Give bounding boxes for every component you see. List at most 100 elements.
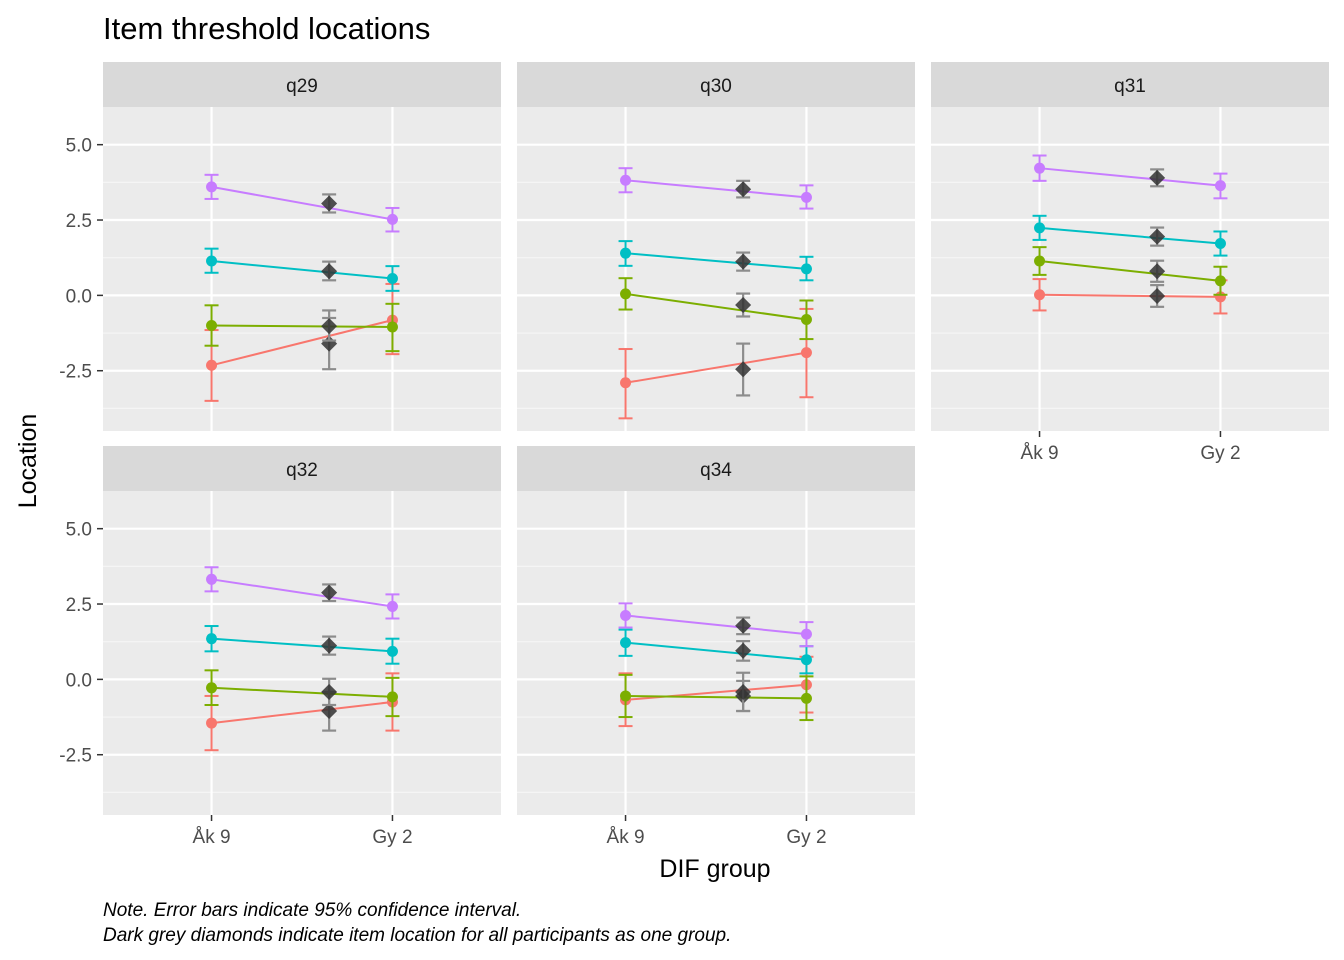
x-tick-label: Åk 9 — [607, 827, 645, 848]
panel-background — [517, 107, 915, 431]
threshold-line — [211, 185, 393, 221]
overall-diamond — [321, 684, 338, 701]
y-tick-label: 2.5 — [66, 211, 92, 232]
panel-background — [517, 491, 915, 815]
caption-line-1: Note. Error bars indicate 95% confidence… — [103, 900, 521, 921]
threshold-point — [800, 692, 812, 704]
chart-title: Item threshold locations — [103, 11, 430, 46]
overall-diamond — [321, 263, 338, 280]
threshold-point — [620, 288, 632, 300]
strip-q29 — [103, 62, 501, 107]
threshold-point — [1034, 255, 1046, 267]
strip-label-q32: q32 — [286, 460, 318, 481]
overall-diamond — [735, 253, 752, 270]
threshold-point — [386, 600, 398, 612]
overall-diamond — [735, 642, 752, 659]
facet-panels: q29 5.0 2.5 0.0 -2.5 q30 q31 Åk 9 Gy 2 q32 5.0 2.5 0… — [59, 62, 1329, 848]
y-tick-label: 2.5 — [66, 595, 92, 616]
panel-q34: q34 Åk 9 Gy 2 — [517, 446, 915, 848]
panel-q31: q31 Åk 9 Gy 2 — [931, 62, 1329, 464]
x-axis-title: DIF group — [659, 855, 770, 883]
overall-diamond — [321, 318, 338, 335]
threshold-point — [1034, 162, 1046, 174]
threshold-line — [625, 351, 807, 384]
overall-diamond — [1149, 263, 1166, 280]
overall-diamond — [735, 297, 752, 314]
panel-background — [931, 107, 1329, 431]
threshold-point — [620, 174, 632, 186]
threshold-point — [206, 320, 218, 332]
panel-q30: q30 — [517, 62, 915, 431]
threshold-point — [800, 191, 812, 203]
threshold-line — [211, 686, 393, 698]
panel-q32: q32 5.0 2.5 0.0 -2.5 Åk 9 Gy 2 — [59, 446, 501, 848]
panel-q29: q29 5.0 2.5 0.0 -2.5 — [59, 62, 501, 431]
overall-diamond — [735, 617, 752, 634]
strip-label-q34: q34 — [700, 460, 732, 481]
x-tick-label: Gy 2 — [786, 827, 826, 848]
y-tick-label: -2.5 — [59, 362, 92, 383]
overall-diamond — [1149, 169, 1166, 186]
threshold-point — [1034, 289, 1046, 301]
overall-diamond — [735, 684, 752, 701]
threshold-line — [625, 641, 807, 661]
overall-diamond — [735, 361, 752, 378]
threshold-line — [211, 700, 393, 725]
panel-background — [103, 491, 501, 815]
threshold-line — [625, 683, 807, 701]
strip-q30 — [517, 62, 915, 107]
threshold-point — [386, 321, 398, 333]
threshold-point — [206, 359, 218, 371]
strip-label-q31: q31 — [1114, 76, 1146, 97]
threshold-line — [625, 179, 807, 199]
threshold-point — [206, 181, 218, 193]
threshold-point — [386, 645, 398, 657]
threshold-point — [1034, 222, 1046, 234]
y-tick-label: -2.5 — [59, 746, 92, 767]
threshold-point — [1214, 238, 1226, 250]
strip-q32 — [103, 446, 501, 491]
overall-diamond — [1149, 228, 1166, 245]
y-tick-label: 5.0 — [66, 136, 92, 157]
threshold-point — [620, 609, 632, 621]
y-tick-label: 0.0 — [66, 286, 92, 307]
threshold-line — [625, 614, 807, 636]
threshold-point — [206, 633, 218, 645]
overall-diamond — [1149, 287, 1166, 304]
threshold-line — [211, 324, 393, 329]
threshold-point — [1214, 275, 1226, 287]
threshold-line — [1039, 167, 1221, 187]
x-tick-label: Gy 2 — [1200, 443, 1240, 464]
threshold-line — [211, 637, 393, 653]
threshold-point — [800, 313, 812, 325]
threshold-line — [211, 260, 393, 280]
threshold-point — [206, 573, 218, 585]
strip-q31 — [931, 62, 1329, 107]
threshold-point — [620, 377, 632, 389]
overall-diamond — [735, 181, 752, 198]
caption-line-2: Dark grey diamonds indicate item locatio… — [103, 925, 731, 946]
threshold-point — [386, 272, 398, 284]
threshold-point — [1214, 180, 1226, 192]
threshold-line — [625, 292, 807, 321]
x-tick-label: Gy 2 — [372, 827, 412, 848]
strip-q34 — [517, 446, 915, 491]
threshold-point — [800, 263, 812, 275]
threshold-point — [800, 347, 812, 359]
threshold-point — [206, 255, 218, 267]
threshold-point — [620, 247, 632, 259]
threshold-line — [1039, 293, 1221, 298]
threshold-point — [620, 690, 632, 702]
y-tick-label: 0.0 — [66, 670, 92, 691]
overall-diamond — [321, 195, 338, 212]
threshold-line — [625, 694, 807, 700]
threshold-point — [800, 654, 812, 666]
y-tick-label: 5.0 — [66, 520, 92, 541]
overall-diamond — [321, 703, 338, 720]
threshold-point — [800, 628, 812, 640]
overall-diamond — [321, 584, 338, 601]
x-tick-label: Åk 9 — [1021, 443, 1059, 464]
threshold-point — [386, 213, 398, 225]
strip-label-q30: q30 — [700, 76, 732, 97]
threshold-line — [1039, 226, 1221, 245]
